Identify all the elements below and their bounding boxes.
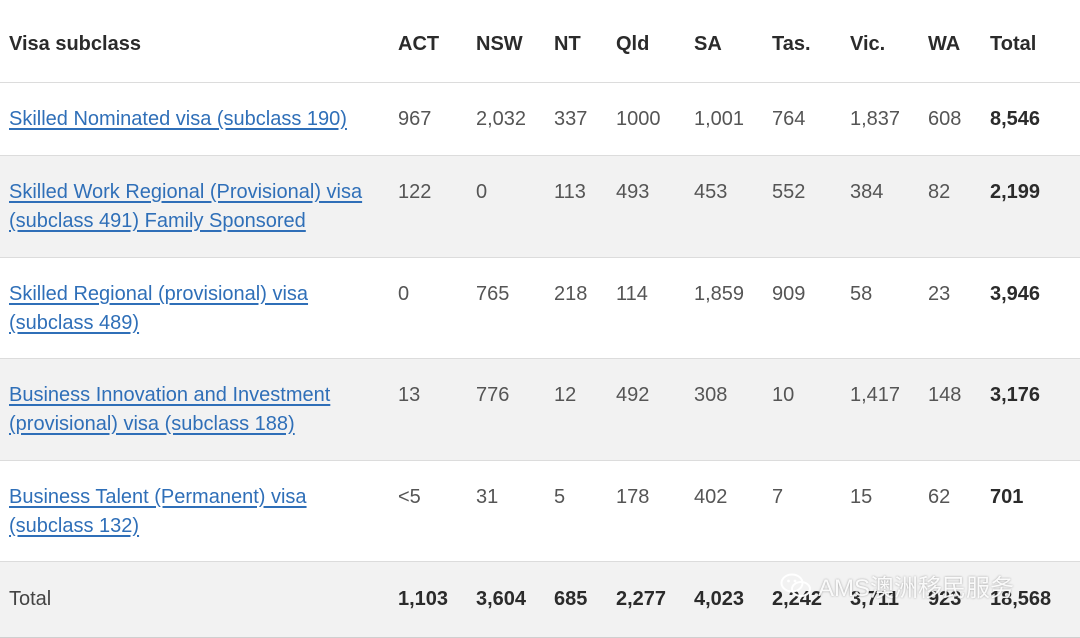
total-nsw: 3,604 [476,561,554,638]
cell-nsw: 765 [476,257,554,359]
header-total: Total [990,0,1080,83]
header-qld: Qld [616,0,694,83]
cell-sa: 402 [694,460,772,562]
cell-total: 701 [990,460,1080,562]
header-tas: Tas. [772,0,850,83]
visa-link-line-1: Business Talent (Permanent) visa [9,485,307,508]
cell-act: <5 [398,460,476,562]
cell-nsw: 2,032 [476,82,554,156]
visa-link-line-2: (subclass 491) Family Sponsored [9,209,306,232]
cell-wa: 608 [928,82,990,156]
cell-vic: 58 [850,257,928,359]
cell-nt: 113 [554,155,616,258]
cell-vic: 1,417 [850,358,928,461]
header-sa: SA [694,0,772,83]
cell-qld: 114 [616,257,694,359]
cell-qld: 1000 [616,82,694,156]
cell-total: 8,546 [990,82,1080,156]
cell-tas: 764 [772,82,850,156]
header-wa: WA [928,0,990,83]
total-nt: 685 [554,561,616,638]
cell-act: 122 [398,155,476,258]
visa-link-line-1: Business Innovation and Investment [9,383,331,406]
table-row: Skilled Nominated visa (subclass 190) 96… [0,82,1080,156]
visa-cell: Skilled Regional (provisional) visa (subc… [0,257,398,359]
visa-link-subclass-188[interactable]: Business Innovation and Investment (provi… [9,384,330,435]
cell-qld: 492 [616,358,694,461]
total-grand: 18,568 [990,561,1080,638]
visa-cell: Business Talent (Permanent) visa (subclas… [0,460,398,562]
visa-link-subclass-132[interactable]: Business Talent (Permanent) visa (subclas… [9,486,307,537]
cell-nt: 5 [554,460,616,562]
cell-nsw: 776 [476,358,554,461]
cell-tas: 10 [772,358,850,461]
cell-sa: 1,001 [694,82,772,156]
cell-nt: 218 [554,257,616,359]
cell-total: 3,176 [990,358,1080,461]
total-wa: 923 [928,561,990,638]
visa-link-line-2: (subclass 489) [9,311,140,334]
cell-qld: 178 [616,460,694,562]
cell-total: 3,946 [990,257,1080,359]
total-qld: 2,277 [616,561,694,638]
cell-sa: 453 [694,155,772,258]
cell-nt: 337 [554,82,616,156]
total-sa: 4,023 [694,561,772,638]
total-row: Total 1,103 3,604 685 2,277 4,023 2,242 … [0,561,1080,638]
header-visa-subclass: Visa subclass [0,0,398,83]
visa-cell: Skilled Nominated visa (subclass 190) [0,82,398,156]
cell-act: 967 [398,82,476,156]
visa-link-line-2: (subclass 132) [9,514,140,537]
cell-wa: 62 [928,460,990,562]
table-row: Skilled Work Regional (Provisional) visa… [0,155,1080,258]
table-row: Business Talent (Permanent) visa (subclas… [0,460,1080,562]
cell-sa: 308 [694,358,772,461]
cell-wa: 23 [928,257,990,359]
cell-total: 2,199 [990,155,1080,258]
cell-qld: 493 [616,155,694,258]
visa-link-line-1: Skilled Work Regional (Provisional) visa [9,180,363,203]
visa-link-line-2: (provisional) visa (subclass 188) [9,412,295,435]
header-row: Visa subclass ACT NSW NT Qld SA Tas. Vic… [0,0,1080,83]
header-vic: Vic. [850,0,928,83]
visa-link-subclass-489[interactable]: Skilled Regional (provisional) visa (subc… [9,283,308,334]
cell-nsw: 0 [476,155,554,258]
cell-tas: 552 [772,155,850,258]
header-nt: NT [554,0,616,83]
cell-act: 13 [398,358,476,461]
total-tas: 2,242 [772,561,850,638]
visa-link-subclass-190[interactable]: Skilled Nominated visa (subclass 190) [9,107,347,130]
cell-vic: 384 [850,155,928,258]
cell-vic: 15 [850,460,928,562]
total-act: 1,103 [398,561,476,638]
header-act: ACT [398,0,476,83]
cell-tas: 909 [772,257,850,359]
header-nsw: NSW [476,0,554,83]
cell-sa: 1,859 [694,257,772,359]
total-vic: 3,711 [850,561,928,638]
cell-tas: 7 [772,460,850,562]
visa-cell: Skilled Work Regional (Provisional) visa… [0,155,398,258]
table-row: Business Innovation and Investment (provi… [0,358,1080,461]
total-label: Total [0,561,398,638]
table-row: Skilled Regional (provisional) visa (subc… [0,257,1080,359]
cell-wa: 82 [928,155,990,258]
visa-link-line-1: Skilled Regional (provisional) visa [9,282,309,305]
cell-act: 0 [398,257,476,359]
visa-cell: Business Innovation and Investment (provi… [0,358,398,461]
visa-link-subclass-491[interactable]: Skilled Work Regional (Provisional) visa… [9,181,362,232]
cell-vic: 1,837 [850,82,928,156]
cell-wa: 148 [928,358,990,461]
cell-nsw: 31 [476,460,554,562]
cell-nt: 12 [554,358,616,461]
